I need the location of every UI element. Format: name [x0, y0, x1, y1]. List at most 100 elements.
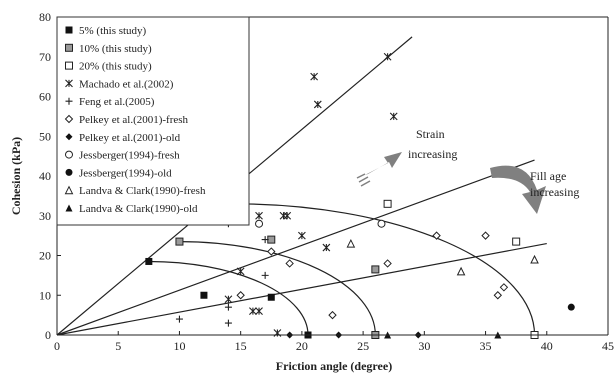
legend-label: 20% (this study) — [79, 61, 152, 73]
strain-arrow-icon — [365, 152, 402, 175]
y-tick-label: 10 — [39, 288, 51, 302]
y-tick-label: 70 — [39, 50, 51, 64]
data-point-plus — [224, 319, 232, 327]
y-axis-title: Cohesion (kPa) — [9, 137, 23, 215]
data-point-square-gray — [371, 265, 380, 274]
legend-label: Feng et al.(2005) — [79, 96, 155, 108]
legend-marker-diamond-open — [64, 114, 74, 124]
x-tick-label: 30 — [418, 339, 430, 353]
x-axis-title: Friction angle (degree) — [276, 359, 392, 373]
data-point-circle-open — [377, 219, 386, 228]
axes-layer: 0 5 10 15 20 25 30 35 40 45 0 10 20 30 40 50 60 70 80 — [39, 10, 614, 353]
y-tick-label: 0 — [45, 328, 51, 342]
legend-marker-triangle-open — [64, 185, 74, 195]
x-tick-label: 40 — [541, 339, 553, 353]
fill-age-label-line1: Fill age — [530, 169, 566, 183]
data-point-square-filled — [267, 293, 275, 301]
data-point-diamond-open — [267, 247, 276, 256]
data-point-diamond-open — [432, 231, 441, 240]
legend-label: Machado et al.(2002) — [79, 78, 174, 90]
legend-marker-square-open — [65, 61, 73, 70]
data-point-asterisk — [283, 211, 292, 220]
data-point-plus — [261, 271, 269, 279]
data-point-diamond-open — [481, 231, 490, 240]
mohr-arc — [148, 260, 309, 336]
strain-annotation: Strain increasing — [356, 127, 457, 187]
legend-label: Landva & Clark(1990)-fresh — [79, 185, 206, 197]
x-tick-label: 25 — [357, 339, 369, 353]
legend-marker-square-gray — [65, 43, 73, 52]
data-point-asterisk — [310, 72, 319, 81]
envelope-line — [56, 242, 547, 336]
envelope-line — [56, 159, 535, 336]
data-point-asterisk — [249, 307, 257, 316]
legend-marker-triangle-filled — [65, 204, 73, 212]
mohr-arcs-layer — [148, 203, 536, 336]
legend: 5% (this study) 10% (this study) 20% (this… — [56, 16, 250, 226]
legend-label: 10% (this study) — [79, 43, 152, 55]
data-point-asterisk — [322, 243, 331, 252]
data-point-asterisk — [255, 211, 263, 220]
data-point-asterisk — [279, 211, 288, 220]
mohr-arc — [179, 240, 376, 336]
data-point-plus — [175, 315, 183, 323]
y-tick-label: 40 — [39, 169, 51, 183]
data-point-triangle-open — [456, 266, 466, 276]
data-point-square-filled — [200, 291, 208, 299]
legend-marker-circle-open — [65, 150, 73, 159]
data-point-diamond-open — [383, 259, 392, 268]
x-tick-label: 0 — [54, 339, 60, 353]
fill-age-arrow-icon — [490, 165, 546, 214]
fill-age-label-line2: increasing — [530, 185, 579, 199]
data-point-triangle-open — [346, 238, 356, 248]
x-tick-label: 20 — [296, 339, 308, 353]
x-tick-label: 45 — [602, 339, 614, 353]
legend-label: Jessberger(1994)-old — [79, 167, 172, 179]
data-point-asterisk — [255, 307, 263, 316]
legend-label: 5% (this study) — [79, 25, 147, 37]
x-tick-label: 10 — [173, 339, 185, 353]
strain-label-line2: increasing — [408, 147, 457, 161]
y-tick-label: 20 — [39, 249, 51, 263]
data-point-diamond-open — [493, 291, 503, 300]
data-point-square-gray — [175, 237, 184, 246]
data-point-square-open — [383, 199, 392, 208]
data-point-square-open — [512, 237, 521, 246]
data-point-square-filled — [145, 257, 153, 265]
legend-label: Pelkey et al.(2001)-fresh — [79, 114, 189, 126]
data-point-diamond-open — [499, 283, 509, 292]
legend-marker-diamond-filled — [65, 133, 73, 141]
legend-marker-square-filled — [65, 26, 73, 34]
legend-marker-circle-filled — [65, 168, 73, 176]
data-point-triangle-open — [530, 254, 539, 264]
legend-box — [56, 16, 250, 226]
y-tick-label: 60 — [39, 90, 51, 104]
data-point-asterisk — [389, 112, 398, 121]
data-point-square-gray — [267, 235, 276, 244]
data-point-asterisk — [224, 295, 233, 304]
y-tick-label: 80 — [39, 10, 51, 24]
y-tick-label: 30 — [39, 209, 51, 223]
legend-label: Landva & Clark(1990)-old — [79, 203, 198, 215]
data-point-asterisk — [313, 100, 322, 109]
data-point-asterisk — [298, 231, 306, 240]
data-point-diamond-open — [236, 291, 245, 300]
legend-marker-asterisk — [65, 79, 73, 88]
data-point-asterisk — [383, 52, 392, 61]
strain-label-line1: Strain — [416, 127, 445, 141]
y-tick-label: 50 — [39, 129, 51, 143]
x-tick-label: 15 — [235, 339, 247, 353]
data-point-circle-open — [255, 219, 264, 228]
x-tick-label: 35 — [480, 339, 492, 353]
data-point-asterisk — [236, 267, 245, 276]
data-point-plus — [261, 236, 269, 244]
data-point-plus — [224, 303, 232, 311]
x-tick-label: 5 — [115, 339, 121, 353]
legend-label: Jessberger(1994)-fresh — [79, 150, 180, 162]
data-point-diamond-open — [285, 259, 294, 268]
data-point-diamond-open — [328, 310, 337, 320]
legend-marker-plus — [65, 97, 73, 105]
fill-age-annotation: Fill age increasing — [490, 165, 579, 214]
